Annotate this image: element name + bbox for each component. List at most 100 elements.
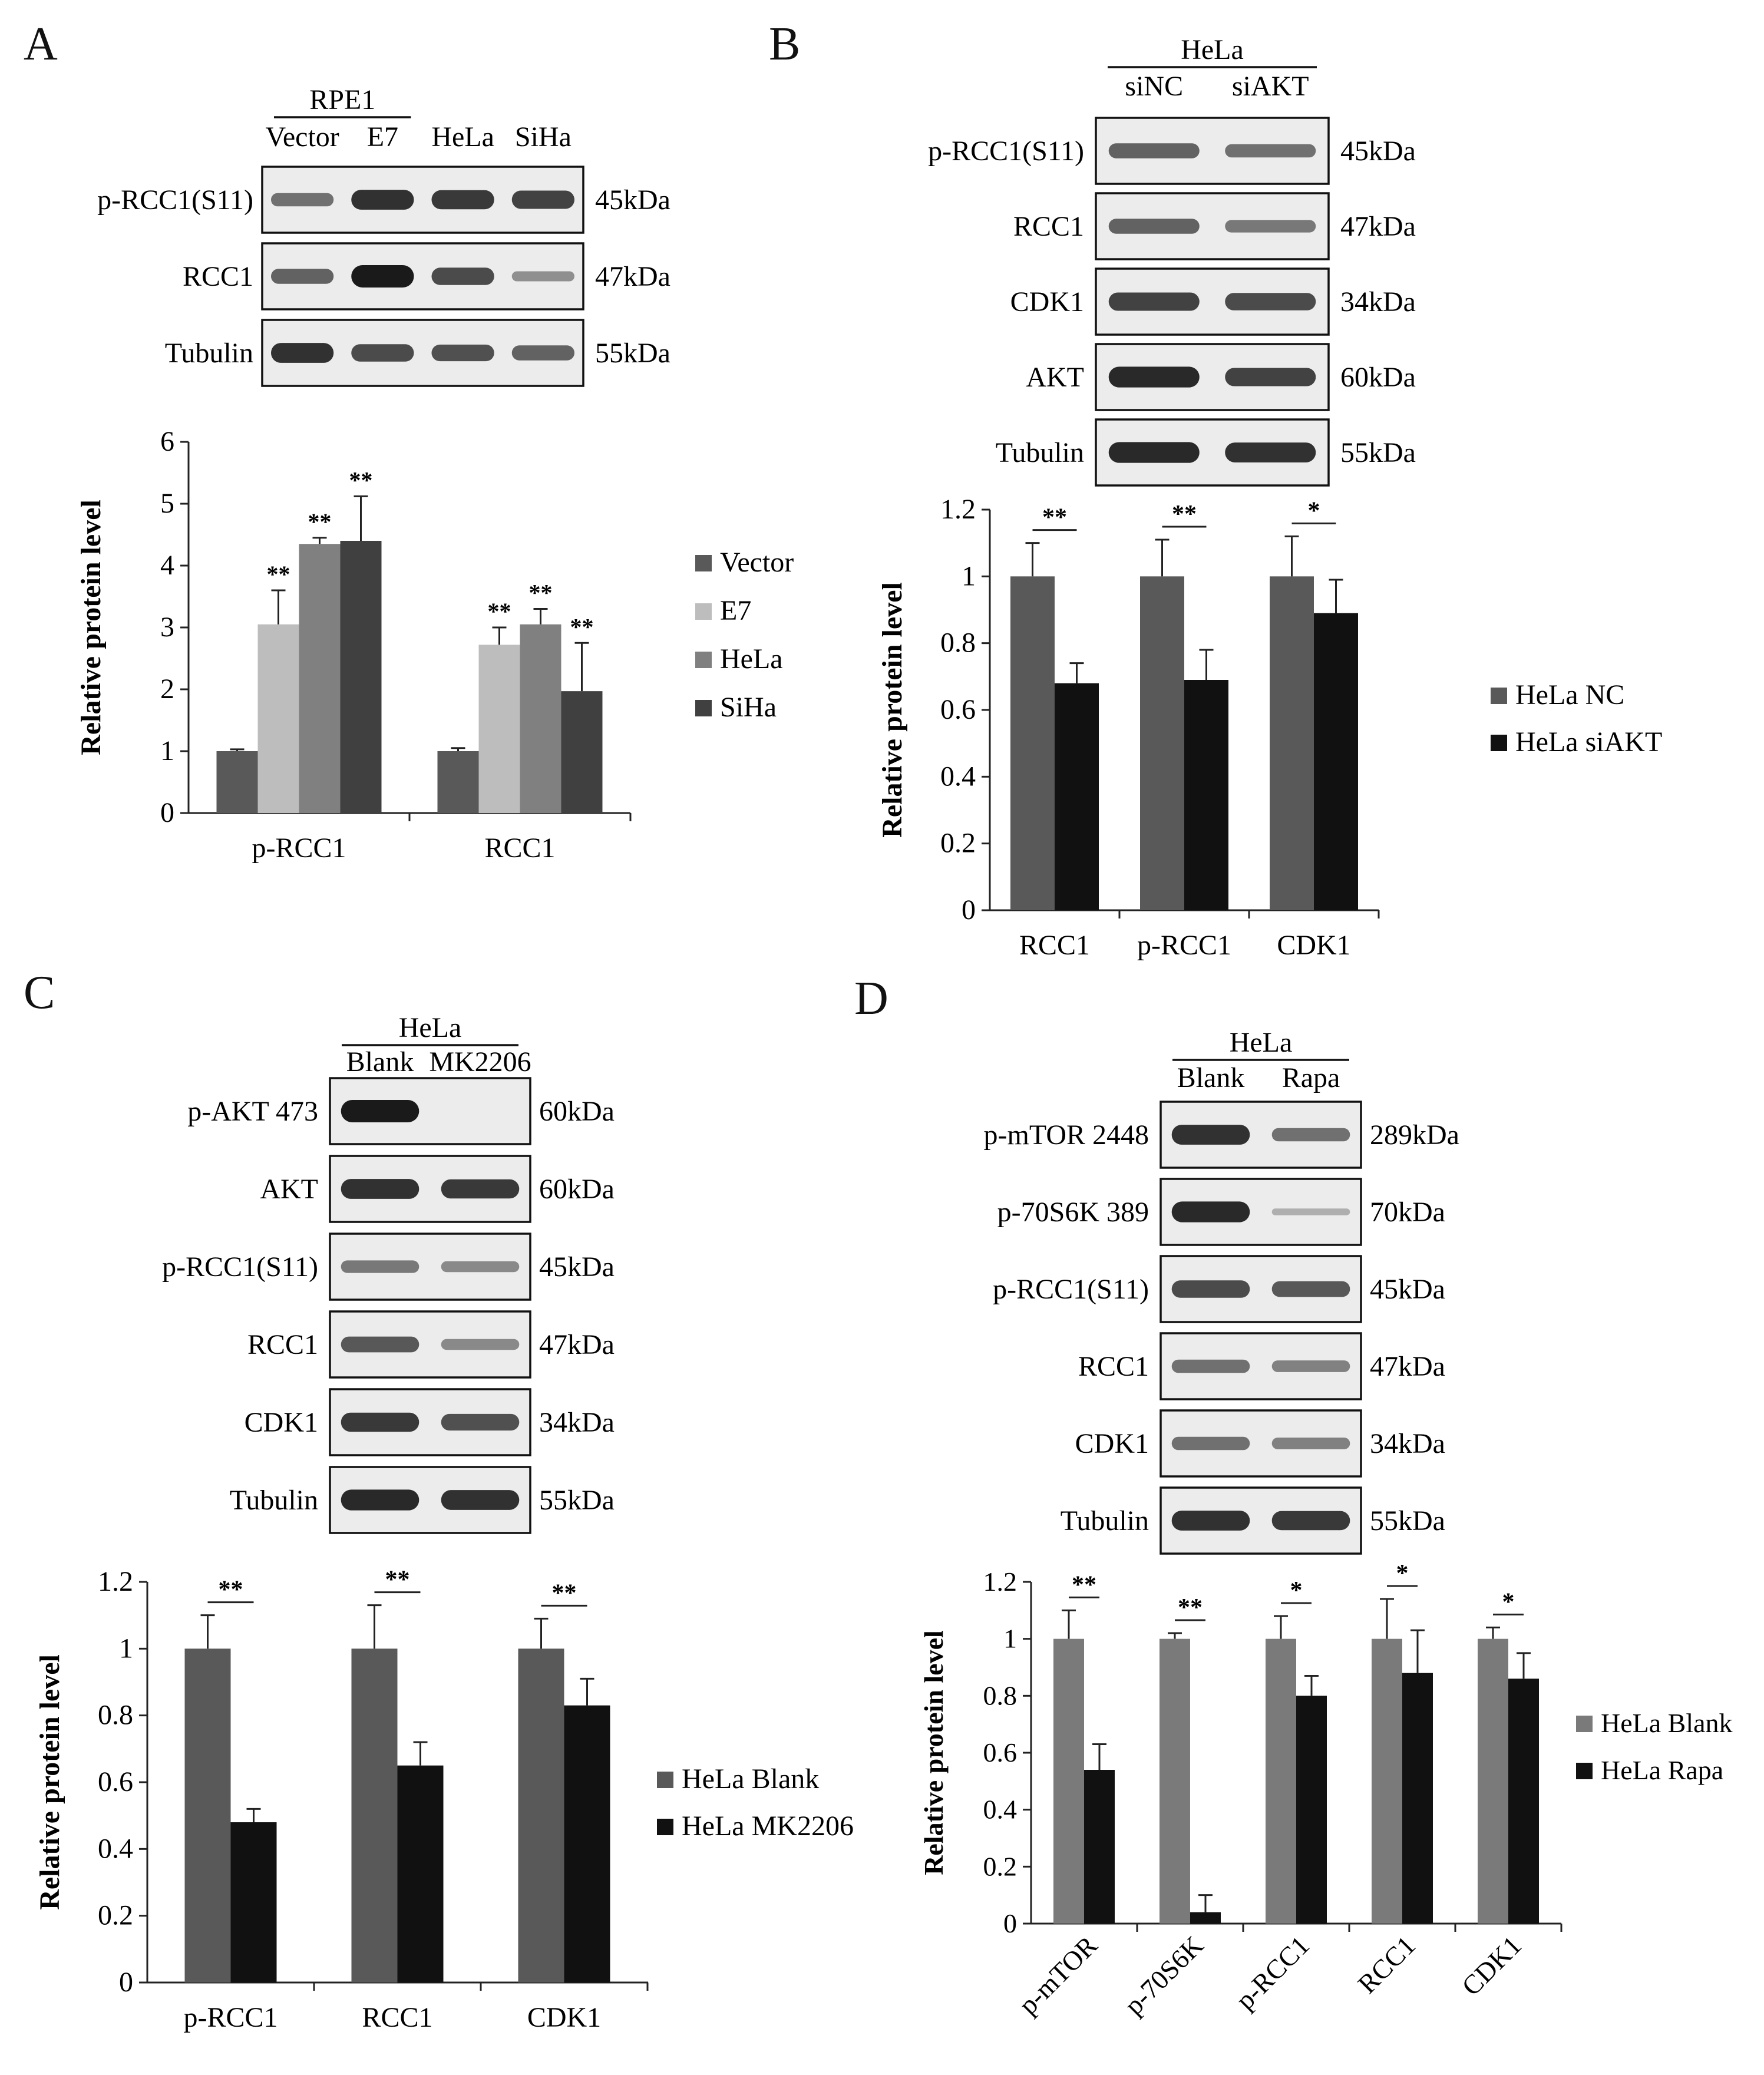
y-tick-label: 0.6 (940, 694, 976, 725)
y-tick-label: 1.2 (98, 1566, 133, 1597)
blot-lane-label: E7 (367, 121, 398, 153)
significance-label: * (1308, 497, 1320, 524)
bar (561, 691, 603, 813)
blot-size-label: 45kDa (1340, 136, 1416, 167)
legend-label: Vector (720, 547, 794, 578)
blot-size-label: 60kDa (539, 1174, 615, 1205)
panel-letter-c: C (24, 967, 55, 1019)
blot-row-label: CDK1 (1010, 286, 1084, 318)
blot-band (1108, 292, 1200, 311)
blot-band (351, 265, 414, 288)
legend-label: SiHa (720, 692, 777, 723)
panel-letter-b: B (769, 18, 801, 70)
bar (518, 1648, 564, 1983)
blot-lane-label: Blank (1177, 1062, 1245, 1093)
bar (1478, 1638, 1508, 1924)
blot-band (441, 1413, 520, 1431)
significance-label: ** (1072, 1571, 1096, 1598)
blot-size-label: 34kDa (1340, 286, 1416, 318)
y-tick-label: 2 (160, 673, 174, 705)
blot-row-label: p-RCC1(S11) (162, 1251, 318, 1283)
blot-band (431, 190, 494, 210)
legend-swatch (695, 652, 712, 668)
y-tick-label: 1 (962, 560, 976, 592)
blot-band (341, 1100, 419, 1122)
blot-band (1171, 1280, 1250, 1298)
bar (1314, 613, 1358, 910)
x-tick-label: p-mTOR (1013, 1930, 1103, 2020)
bar (299, 544, 341, 813)
significance-label: ** (267, 561, 290, 587)
significance-label: ** (1178, 1594, 1203, 1621)
significance-label: ** (1042, 504, 1067, 531)
legend-label: HeLa Rapa (1601, 1755, 1723, 1785)
blot-band (1171, 1125, 1250, 1145)
significance-label: ** (219, 1577, 243, 1604)
blot-band (1271, 1208, 1350, 1215)
blot-band (1108, 219, 1200, 234)
y-axis-title: Relative protein level (877, 582, 908, 838)
panel-c-bar-chart: 0 0.2 0.4 0.6 0.8 1 1.2 Relative protein level *… (34, 1566, 854, 2033)
blot-group-label: HeLa (1230, 1027, 1293, 1058)
blot-band (341, 1412, 419, 1432)
bar (1160, 1638, 1190, 1924)
blot-row-label: p-RCC1(S11) (993, 1274, 1149, 1305)
x-tick-label: p-RCC1 (183, 2002, 278, 2033)
bar (1190, 1912, 1221, 1924)
blot-band (441, 1179, 520, 1199)
x-tick-label: CDK1 (527, 2002, 601, 2033)
y-tick-label: 0 (160, 797, 174, 828)
blot-lane-label: SiHa (515, 121, 572, 153)
blot-lane-label: HeLa (431, 121, 494, 153)
blot-size-label: 34kDa (539, 1407, 615, 1438)
x-tick-label: RCC1 (362, 2002, 432, 2033)
blot-band (270, 193, 334, 207)
bar (397, 1765, 444, 1983)
x-tick-label: RCC1 (1352, 1930, 1421, 1999)
legend-label: HeLa Blank (1601, 1708, 1733, 1738)
blot-lane-label: Vector (265, 121, 339, 153)
legend-swatch (657, 1772, 673, 1788)
blot-row-label: Tubulin (996, 437, 1084, 468)
bar (1508, 1678, 1539, 1924)
significance-label: ** (349, 467, 373, 493)
blot-size-label: 289kDa (1370, 1119, 1459, 1151)
blot-band (441, 1339, 520, 1350)
blot-band (341, 1179, 419, 1199)
legend-label: HeLa siAKT (1515, 726, 1662, 758)
legend-swatch (657, 1819, 673, 1835)
blot-band (270, 269, 334, 284)
panel-a-western-blot: RPE1 Vector E7 HeLa SiHa p-RCC1(S11) 45kDa RCC1… (97, 84, 670, 387)
panel-letter-d: D (854, 973, 888, 1025)
blot-size-label: 47kDa (539, 1329, 615, 1360)
blot-band (1271, 1438, 1350, 1449)
y-tick-label: 0.8 (983, 1680, 1018, 1710)
bar (216, 751, 258, 813)
legend-label: HeLa (720, 643, 783, 675)
bar (520, 624, 561, 813)
blot-band (511, 345, 575, 361)
blot-size-label: 47kDa (595, 261, 670, 292)
blot-row-label: RCC1 (247, 1329, 318, 1360)
blot-band (1171, 1359, 1250, 1373)
y-tick-label: 6 (160, 426, 174, 457)
blot-band (1171, 1511, 1250, 1531)
blot-group-label: RPE1 (309, 84, 375, 115)
x-tick-label: CDK1 (1456, 1930, 1527, 2001)
blot-lane-label: MK2206 (429, 1046, 531, 1078)
legend-swatch (695, 603, 712, 620)
blot-size-label: 60kDa (539, 1096, 615, 1127)
blot-row-label: p-RCC1(S11) (928, 136, 1084, 167)
blot-band (1225, 144, 1316, 158)
y-tick-label: 1 (1003, 1624, 1017, 1654)
y-tick-label: 1.2 (940, 494, 976, 525)
significance-label: ** (1172, 501, 1197, 528)
y-tick-label: 0 (962, 894, 976, 926)
blot-band (431, 344, 494, 362)
significance-label: ** (488, 598, 511, 625)
blot-row-label: CDK1 (245, 1407, 318, 1438)
y-tick-label: 0.8 (98, 1700, 133, 1731)
bar (1402, 1673, 1433, 1924)
blot-band (1271, 1360, 1350, 1372)
